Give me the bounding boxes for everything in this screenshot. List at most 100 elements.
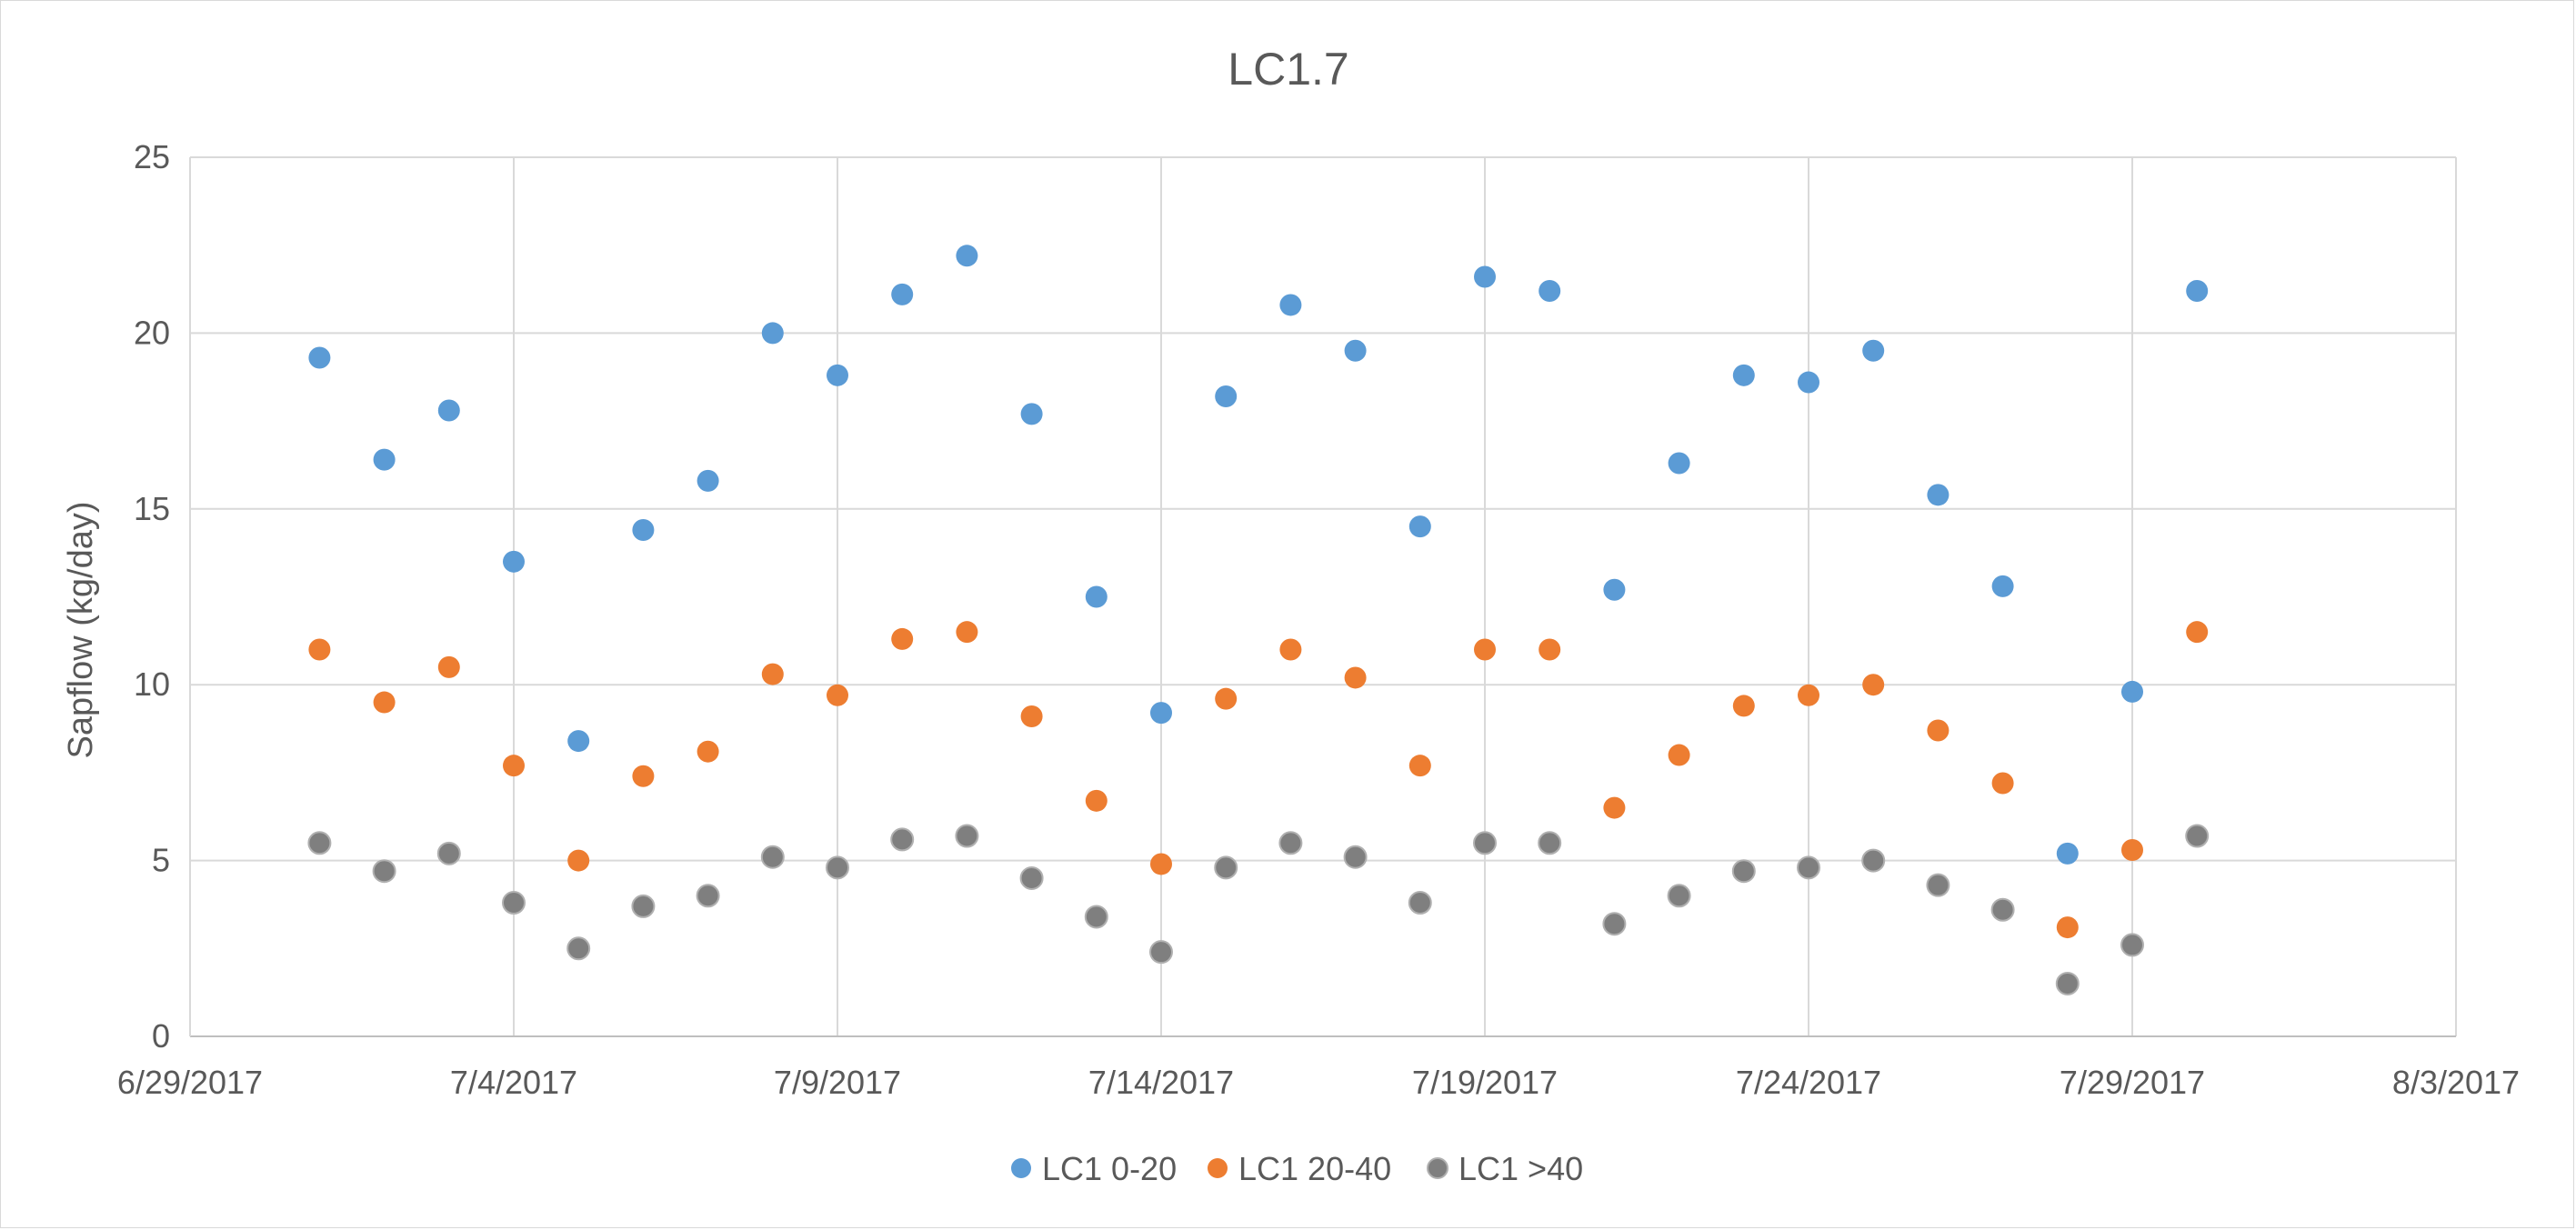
data-point	[1020, 403, 1043, 425]
data-point	[1085, 585, 1108, 608]
data-point	[1020, 705, 1043, 728]
data-point	[1798, 371, 1819, 394]
chart-title: LC1.7	[1228, 44, 1348, 95]
data-point	[1474, 265, 1496, 288]
data-point	[437, 399, 460, 422]
data-point	[632, 519, 655, 542]
data-point	[1279, 638, 1302, 661]
data-point	[1150, 702, 1172, 725]
data-point	[1667, 884, 1691, 908]
data-point	[308, 346, 331, 369]
data-point	[891, 283, 914, 305]
legend-item: LC1 0-20	[1011, 1150, 1177, 1187]
data-point	[372, 859, 396, 884]
data-point	[1150, 853, 1172, 875]
series-0	[308, 245, 2209, 865]
data-point	[760, 845, 785, 869]
y-axis-title: Sapflow (kg/day)	[62, 501, 100, 758]
data-point	[373, 448, 396, 471]
data-point	[1668, 744, 1690, 766]
x-tick-label: 7/4/2017	[450, 1064, 577, 1101]
data-point	[1862, 674, 1885, 696]
data-point	[2056, 842, 2079, 865]
data-point	[2120, 933, 2144, 957]
legend-marker	[1208, 1158, 1228, 1178]
data-point	[2121, 680, 2143, 703]
legend-marker	[1427, 1157, 1448, 1179]
data-point	[1408, 755, 1431, 777]
data-point	[1344, 339, 1367, 362]
data-point	[2055, 971, 2080, 995]
data-point	[697, 469, 719, 492]
data-point	[826, 855, 849, 880]
data-point	[436, 841, 461, 865]
data-point	[827, 364, 848, 386]
data-point	[631, 894, 656, 918]
data-point	[373, 691, 396, 714]
data-point	[437, 655, 460, 678]
data-point	[1085, 789, 1108, 812]
tick-labels: 0 5 10 15 20 25 6/29/2017 7/4/2017 7/9/2017 7/14/…	[117, 138, 2520, 1101]
series-2	[307, 824, 2210, 995]
data-point	[955, 824, 979, 848]
legend-item: LC1 20-40	[1208, 1150, 1391, 1187]
data-point	[1278, 831, 1303, 855]
data-point	[956, 245, 978, 267]
data-points	[307, 245, 2210, 995]
data-point	[1732, 695, 1755, 717]
series-1	[308, 621, 2209, 939]
data-point	[1408, 891, 1432, 915]
y-tick-label: 5	[152, 842, 170, 879]
x-tick-label: 7/19/2017	[1412, 1064, 1558, 1101]
data-point	[503, 550, 525, 573]
y-tick-label: 25	[134, 138, 170, 175]
data-point	[956, 621, 978, 644]
data-point	[1927, 484, 1950, 506]
data-point	[1473, 831, 1497, 855]
x-tick-label: 6/29/2017	[117, 1064, 263, 1101]
data-point	[1149, 940, 1173, 965]
data-point	[632, 765, 655, 787]
data-point	[1927, 719, 1950, 742]
y-tick-label: 20	[134, 314, 170, 351]
data-point	[1279, 294, 1302, 316]
data-point	[1732, 364, 1755, 386]
data-point	[1668, 452, 1690, 475]
data-point	[566, 936, 591, 961]
data-point	[827, 684, 848, 706]
data-point	[2186, 279, 2209, 302]
data-point	[2185, 824, 2210, 848]
data-point	[1019, 865, 1044, 890]
data-point	[567, 730, 590, 753]
y-tick-label: 15	[134, 490, 170, 527]
legend-label: LC1 >40	[1458, 1150, 1583, 1187]
data-point	[1215, 687, 1238, 710]
legend: LC1 0-20 LC1 20-40 LC1 >40	[1011, 1150, 1583, 1187]
data-point	[1539, 279, 1561, 302]
data-point	[890, 827, 915, 852]
data-point	[1798, 684, 1819, 706]
data-point	[1861, 848, 1886, 873]
gridlines	[189, 156, 2457, 1036]
data-point	[761, 322, 784, 345]
data-point	[1797, 855, 1820, 880]
data-point	[1474, 638, 1496, 661]
data-point	[2056, 916, 2079, 939]
data-point	[891, 627, 914, 650]
data-point	[697, 740, 719, 763]
data-point	[502, 891, 526, 915]
data-point	[1084, 905, 1108, 929]
legend-label: LC1 0-20	[1042, 1150, 1177, 1187]
y-tick-label: 0	[152, 1017, 170, 1055]
data-point	[1539, 638, 1561, 661]
data-point	[1731, 859, 1756, 884]
data-point	[1990, 897, 2015, 922]
data-point	[1991, 575, 2014, 597]
data-point	[1343, 845, 1368, 869]
legend-marker	[1011, 1158, 1031, 1178]
data-point	[1603, 578, 1626, 601]
data-point	[567, 849, 590, 872]
data-point	[1344, 666, 1367, 689]
